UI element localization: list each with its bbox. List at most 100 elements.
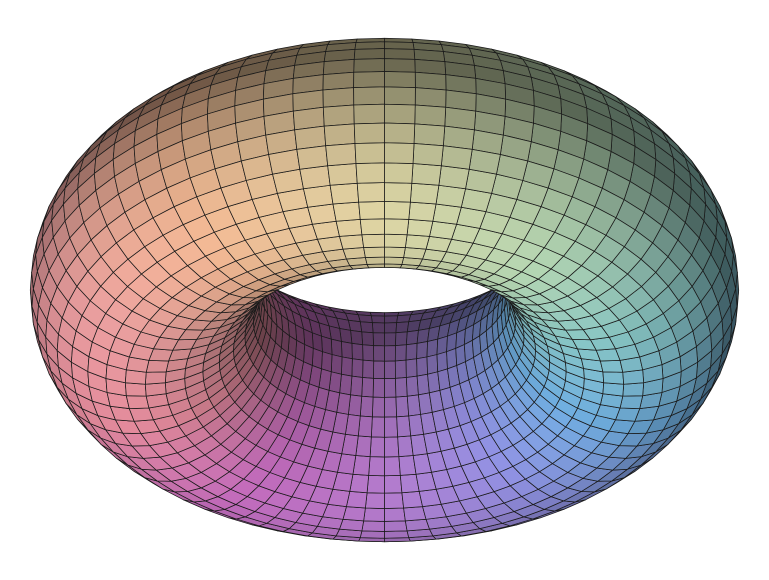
mesh-face (294, 125, 327, 150)
mesh-face (416, 356, 428, 377)
mesh-face (403, 506, 427, 522)
mesh-face (384, 233, 408, 248)
mesh-face (353, 122, 385, 144)
mesh-face (384, 456, 401, 477)
mesh-face (440, 145, 473, 170)
mesh-face (442, 125, 475, 150)
mesh-face (296, 145, 329, 170)
mesh-face (323, 123, 356, 147)
mesh-face (322, 71, 355, 91)
mesh-face (384, 103, 416, 125)
mesh-face (396, 415, 412, 438)
mesh-face (365, 492, 385, 509)
mesh-face (342, 506, 366, 522)
mesh-face (384, 322, 398, 334)
mesh-face (408, 201, 437, 222)
mesh-face (405, 375, 419, 397)
mesh-face (332, 201, 361, 222)
mesh-face (384, 520, 408, 532)
mesh-face (436, 351, 448, 373)
mesh-face (384, 345, 396, 362)
mesh-face (339, 234, 365, 250)
mesh-face (602, 382, 625, 397)
mesh-face (414, 104, 447, 127)
mesh-face (405, 330, 419, 346)
mesh-face (384, 396, 398, 418)
mesh-face (363, 507, 385, 522)
mesh-face (405, 343, 418, 361)
mesh-face (373, 360, 385, 379)
mesh-face (426, 338, 439, 358)
mesh-face (322, 87, 355, 108)
mesh-face (358, 201, 385, 220)
mesh-face (384, 162, 414, 184)
mesh-face (144, 382, 167, 397)
mesh-face (353, 71, 385, 89)
mesh-face (409, 182, 440, 205)
mesh-face (351, 358, 364, 378)
mesh-face (341, 341, 353, 360)
mesh-face (404, 518, 430, 532)
mesh-face (435, 184, 466, 208)
mesh-face (414, 71, 447, 91)
mesh-face (330, 354, 343, 375)
mesh-face (325, 143, 357, 167)
mesh-face (350, 375, 364, 397)
mesh-face (353, 48, 385, 60)
mesh-face (329, 182, 360, 205)
mesh-face (384, 332, 397, 347)
mesh-face (384, 58, 416, 73)
mesh-face (353, 103, 385, 125)
mesh-face (372, 377, 385, 398)
torus-surface (29, 37, 740, 543)
mesh-face (384, 475, 403, 494)
mesh-face (384, 315, 399, 324)
mesh-face (371, 396, 385, 418)
mesh-face (321, 351, 333, 373)
mesh-face (384, 246, 406, 258)
mesh-face (384, 416, 399, 438)
mesh-face (366, 475, 385, 494)
mesh-face (362, 359, 375, 379)
mesh-face (339, 518, 365, 532)
mesh-face (353, 86, 385, 106)
mesh-face (303, 184, 334, 208)
mesh-face (322, 104, 355, 127)
mesh-face (370, 416, 385, 438)
mesh-face (600, 360, 624, 373)
mesh-face (384, 218, 410, 236)
mesh-face (394, 344, 407, 362)
mesh-face (144, 371, 167, 385)
mesh-face (405, 358, 418, 378)
mesh-face (403, 247, 427, 260)
mesh-face (395, 331, 408, 346)
mesh-face (384, 182, 413, 203)
mesh-face (395, 377, 408, 398)
mesh-face (299, 165, 331, 190)
mesh-face (359, 395, 374, 418)
mesh-face (411, 163, 442, 186)
mesh-face (384, 48, 416, 60)
mesh-face (373, 345, 385, 362)
mesh-face (361, 520, 385, 532)
mesh-face (359, 218, 385, 236)
mesh-face (370, 315, 385, 324)
mesh-face (406, 219, 434, 237)
mesh-face (438, 165, 470, 190)
mesh-face (353, 58, 385, 73)
mesh-face (384, 436, 400, 458)
mesh-face (356, 182, 385, 203)
mesh-face (359, 321, 374, 334)
mesh-face (124, 382, 147, 397)
mesh-face (371, 322, 385, 334)
mesh-face (384, 256, 404, 265)
mesh-face (363, 246, 385, 258)
mesh-face (384, 41, 415, 50)
mesh-face (365, 256, 385, 265)
mesh-face (384, 122, 416, 144)
mesh-face (404, 234, 430, 250)
mesh-face (384, 86, 416, 106)
mesh-face (357, 415, 373, 438)
mesh-face (602, 371, 625, 385)
mesh-face (395, 321, 410, 334)
